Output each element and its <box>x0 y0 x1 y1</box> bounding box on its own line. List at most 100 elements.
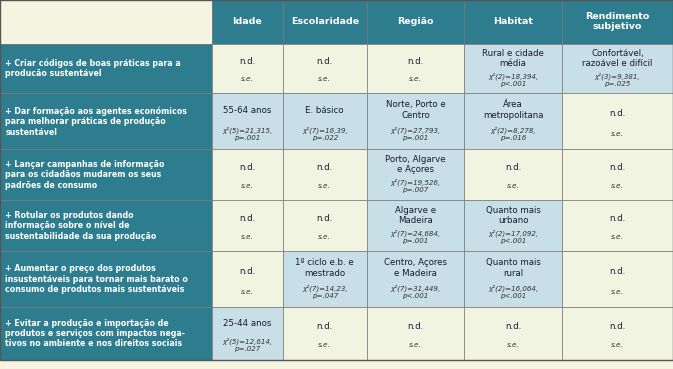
Text: 1º ciclo e.b. e
mestrado: 1º ciclo e.b. e mestrado <box>295 258 354 278</box>
Text: Quanto mais
rural: Quanto mais rural <box>486 258 540 278</box>
Text: s.e.: s.e. <box>318 234 331 240</box>
Text: χ²(7)=31,449,
p<.001: χ²(7)=31,449, p<.001 <box>390 284 441 299</box>
Text: n.d.: n.d. <box>316 214 333 223</box>
Bar <box>283 149 367 200</box>
Text: s.e.: s.e. <box>241 234 254 240</box>
Text: n.d.: n.d. <box>609 267 626 276</box>
Text: n.d.: n.d. <box>609 109 626 118</box>
Text: s.e.: s.e. <box>318 76 331 82</box>
Text: n.d.: n.d. <box>407 322 424 331</box>
Text: E. básico: E. básico <box>306 106 344 115</box>
Text: s.e.: s.e. <box>318 342 331 348</box>
Bar <box>283 200 367 251</box>
Text: s.e.: s.e. <box>611 342 624 348</box>
Text: Rendimento
subjetivo: Rendimento subjetivo <box>586 12 649 31</box>
Text: Habitat: Habitat <box>493 17 533 26</box>
Bar <box>0 251 212 307</box>
Text: χ²(5)=21,315,
p=.001: χ²(5)=21,315, p=.001 <box>222 127 273 141</box>
Bar <box>367 200 464 251</box>
Bar <box>562 149 673 200</box>
Text: s.e.: s.e. <box>241 183 254 189</box>
Bar <box>283 0 367 44</box>
Text: n.d.: n.d. <box>239 163 256 172</box>
Bar <box>367 251 464 307</box>
Bar <box>367 307 464 360</box>
Text: s.e.: s.e. <box>241 76 254 82</box>
Bar <box>367 44 464 93</box>
Bar <box>212 0 283 44</box>
Text: n.d.: n.d. <box>609 214 626 223</box>
Text: n.d.: n.d. <box>239 267 256 276</box>
Bar <box>367 149 464 200</box>
Text: χ²(7)=14,23,
p=.047: χ²(7)=14,23, p=.047 <box>302 284 347 299</box>
Text: χ²(2)=17,092,
p<.001: χ²(2)=17,092, p<.001 <box>488 230 538 244</box>
Text: χ²(7)=27,793,
p=.001: χ²(7)=27,793, p=.001 <box>390 127 441 141</box>
Text: + Criar códigos de boas práticas para a
producão sustentável: + Criar códigos de boas práticas para a … <box>5 59 181 78</box>
Text: 25-44 anos: 25-44 anos <box>223 318 271 328</box>
Bar <box>0 200 212 251</box>
Text: n.d.: n.d. <box>316 322 333 331</box>
Bar <box>0 93 212 149</box>
Bar <box>464 307 562 360</box>
Text: s.e.: s.e. <box>611 183 624 189</box>
Text: Região: Região <box>397 17 434 26</box>
Bar <box>0 0 212 44</box>
Text: χ²(7)=19,526,
p=.007: χ²(7)=19,526, p=.007 <box>390 179 441 193</box>
Bar <box>212 251 283 307</box>
Bar <box>367 93 464 149</box>
Text: χ²(2)=8,278,
p=.016: χ²(2)=8,278, p=.016 <box>491 127 536 141</box>
Text: n.d.: n.d. <box>239 214 256 223</box>
Bar <box>464 251 562 307</box>
Bar <box>212 200 283 251</box>
Text: Idade: Idade <box>232 17 262 26</box>
Bar <box>464 0 562 44</box>
Text: χ²(2)=16,064,
p<.001: χ²(2)=16,064, p<.001 <box>488 284 538 299</box>
Bar <box>562 251 673 307</box>
Text: χ²(7)=16,39,
p=.022: χ²(7)=16,39, p=.022 <box>302 127 347 141</box>
Text: n.d.: n.d. <box>505 163 522 172</box>
Text: Porto, Algarve
e Açores: Porto, Algarve e Açores <box>385 155 446 175</box>
Text: s.e.: s.e. <box>409 76 422 82</box>
Bar <box>562 200 673 251</box>
Text: s.e.: s.e. <box>409 342 422 348</box>
Bar <box>212 307 283 360</box>
Text: s.e.: s.e. <box>241 289 254 295</box>
Text: + Lançar campanhas de informação
para os cidadãos mudarem os seus
padrões de con: + Lançar campanhas de informação para os… <box>5 160 165 190</box>
Bar <box>464 149 562 200</box>
Bar <box>562 0 673 44</box>
Bar <box>464 93 562 149</box>
Text: s.e.: s.e. <box>611 131 624 137</box>
Text: + Dar formação aos agentes económicos
para melhorar práticas de produção
sustent: + Dar formação aos agentes económicos pa… <box>5 106 187 137</box>
Text: χ²(5)=12,614,
p=.027: χ²(5)=12,614, p=.027 <box>222 338 273 352</box>
Text: s.e.: s.e. <box>507 183 520 189</box>
Text: + Evitar a produção e importação de
produtos e serviços com impactos nega-
tivos: + Evitar a produção e importação de prod… <box>5 319 185 348</box>
Text: Algarve e
Madeira: Algarve e Madeira <box>395 206 436 225</box>
Bar <box>367 0 464 44</box>
Bar <box>464 200 562 251</box>
Text: n.d.: n.d. <box>609 322 626 331</box>
Text: s.e.: s.e. <box>611 289 624 295</box>
Text: Quanto mais
urbano: Quanto mais urbano <box>486 206 540 225</box>
Bar <box>283 44 367 93</box>
Bar <box>562 307 673 360</box>
Text: Área
metropolitana: Área metropolitana <box>483 100 543 120</box>
Text: Rural e cidade
média: Rural e cidade média <box>483 49 544 68</box>
Bar <box>0 307 212 360</box>
Text: χ²(7)=24,684,
p=.001: χ²(7)=24,684, p=.001 <box>390 230 441 244</box>
Text: Centro, Açores
e Madeira: Centro, Açores e Madeira <box>384 258 447 278</box>
Text: s.e.: s.e. <box>507 342 520 348</box>
Text: n.d.: n.d. <box>609 163 626 172</box>
Text: Confortável,
razoável e difícil: Confortável, razoável e difícil <box>582 49 653 68</box>
Text: s.e.: s.e. <box>318 183 331 189</box>
Text: n.d.: n.d. <box>407 57 424 66</box>
Bar <box>0 44 212 93</box>
Bar <box>212 93 283 149</box>
Bar <box>283 93 367 149</box>
Text: n.d.: n.d. <box>239 57 256 66</box>
Text: n.d.: n.d. <box>505 322 522 331</box>
Text: n.d.: n.d. <box>316 57 333 66</box>
Text: + Rotular os produtos dando
informação sobre o nível de
sustentabilidade da sua : + Rotular os produtos dando informação s… <box>5 211 157 241</box>
Text: χ²(2)=18,394,
p<.001: χ²(2)=18,394, p<.001 <box>488 72 538 87</box>
Text: Norte, Porto e
Centro: Norte, Porto e Centro <box>386 100 446 120</box>
Bar <box>562 93 673 149</box>
